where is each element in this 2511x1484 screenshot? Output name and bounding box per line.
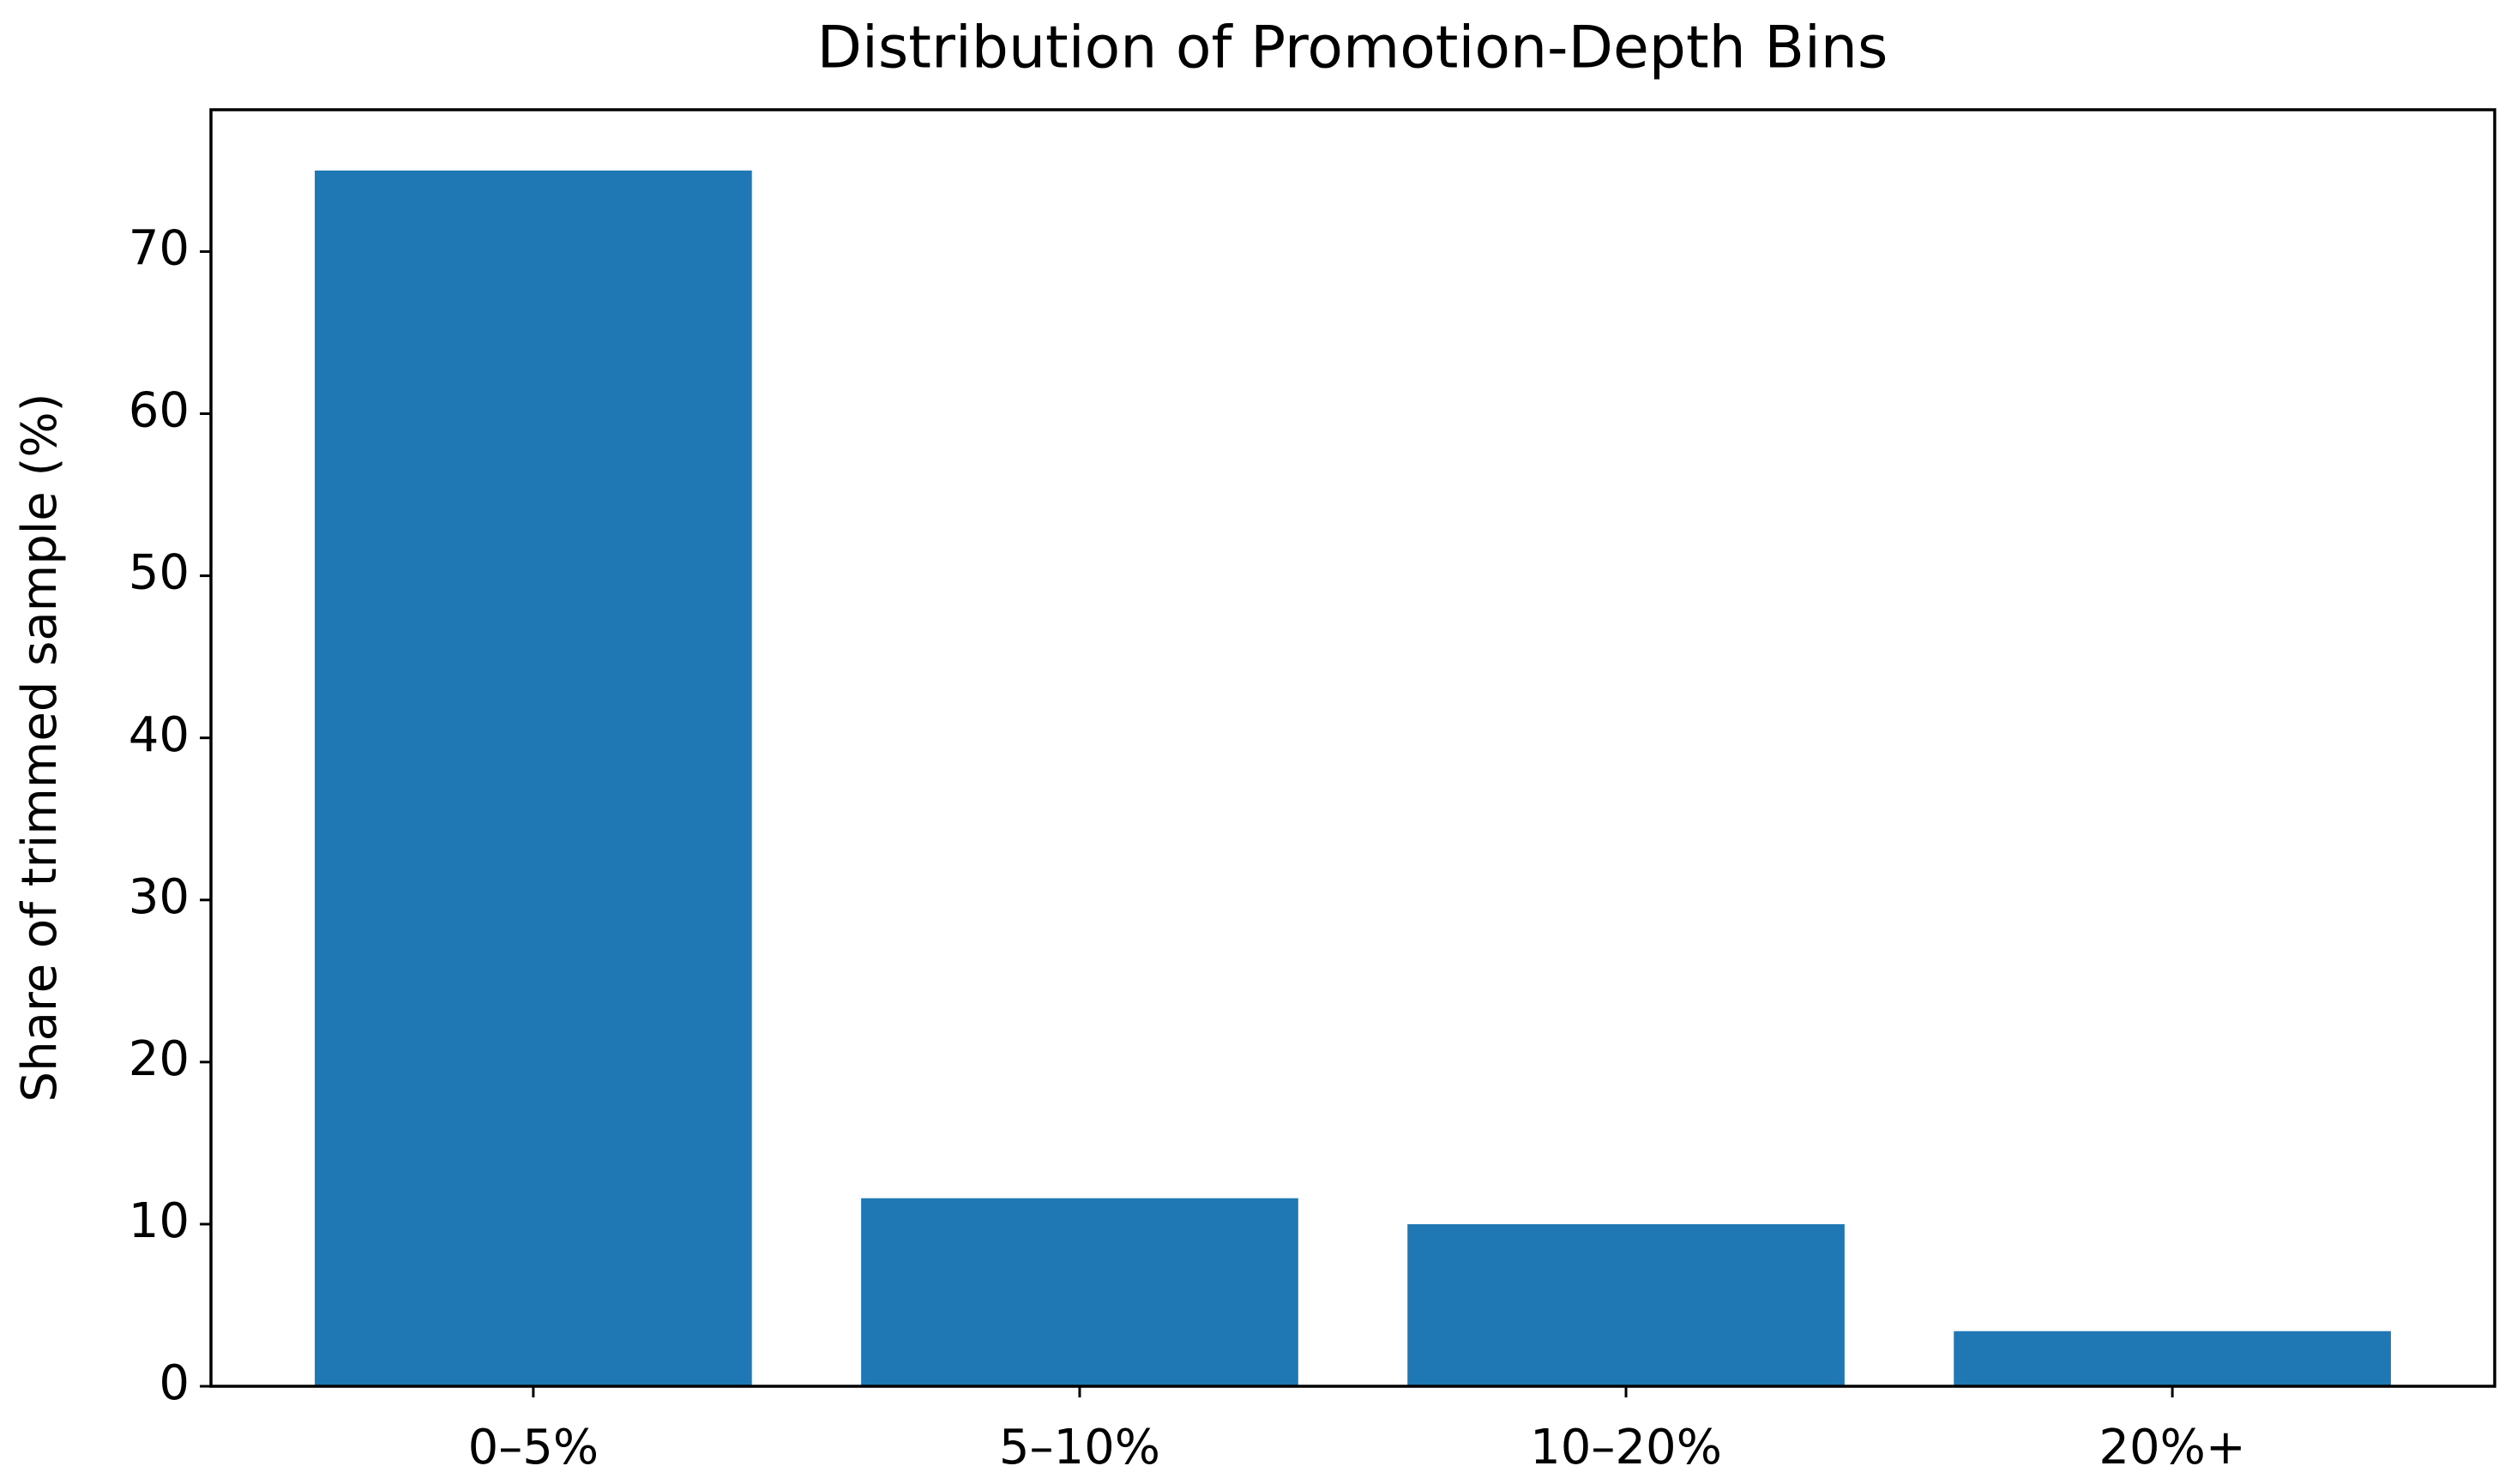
bar bbox=[1954, 1331, 2391, 1386]
y-tick-label: 40 bbox=[129, 707, 190, 763]
y-tick-label: 0 bbox=[159, 1355, 190, 1411]
x-tick-label: 10–20% bbox=[1530, 1420, 1722, 1475]
x-tick-label: 20%+ bbox=[2099, 1420, 2245, 1475]
bar bbox=[1407, 1223, 1845, 1386]
y-tick-label: 50 bbox=[129, 545, 190, 601]
y-axis-label: Share of trimmed sample (%) bbox=[12, 394, 68, 1102]
y-tick-label: 30 bbox=[129, 869, 190, 925]
plot-frame bbox=[209, 108, 2496, 1388]
x-tick-label: 5–10% bbox=[999, 1420, 1160, 1475]
y-tick-label: 70 bbox=[129, 221, 190, 277]
x-tick-label: 0–5% bbox=[468, 1420, 599, 1475]
y-tick-label: 20 bbox=[129, 1031, 190, 1087]
chart-title: Distribution of Promotion-Depth Bins bbox=[817, 15, 1888, 82]
y-tick-label: 10 bbox=[129, 1193, 190, 1249]
bar bbox=[861, 1198, 1298, 1386]
bar bbox=[315, 170, 752, 1386]
y-tick-label: 60 bbox=[129, 383, 190, 439]
